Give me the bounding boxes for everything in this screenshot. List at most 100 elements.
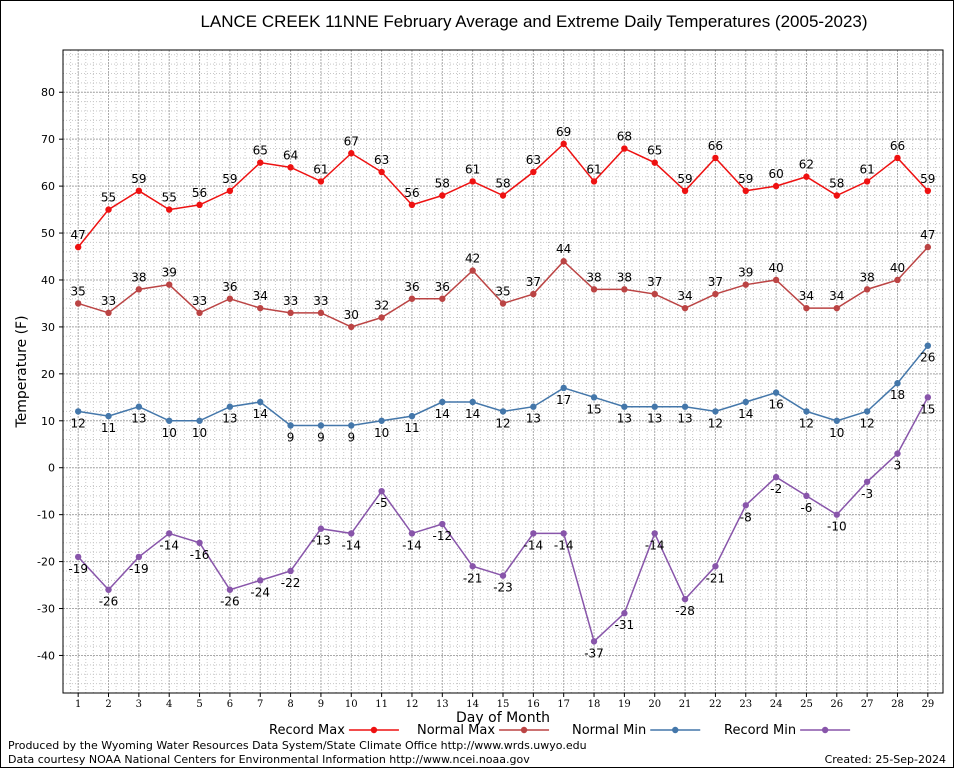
data-label-normal-min: 15 (586, 402, 601, 416)
data-label-normal-min: 13 (677, 412, 692, 426)
data-label-record-max: 59 (677, 172, 692, 186)
data-label-record-min: -26 (99, 595, 119, 609)
data-label-normal-max: 34 (829, 289, 844, 303)
data-point-record-min (469, 563, 476, 570)
data-label-normal-min: 17 (556, 393, 571, 407)
data-point-record-min (378, 487, 385, 495)
data-label-normal-max: 36 (404, 280, 419, 294)
data-point-record-min (651, 530, 658, 537)
data-label-normal-min: 18 (890, 388, 905, 402)
data-point-record-max (226, 187, 234, 195)
data-label-normal-max: 34 (799, 289, 814, 303)
data-label-normal-max: 40 (768, 261, 783, 275)
y-tick-label: 0 (48, 462, 55, 475)
legend-label-record-max: Record Max (269, 723, 345, 738)
data-point-normal-min (257, 398, 264, 406)
data-label-record-min: -16 (190, 548, 210, 562)
data-label-record-max: 59 (222, 172, 237, 186)
data-point-record-min (803, 492, 810, 500)
data-point-normal-min (772, 389, 780, 396)
data-point-record-max (924, 187, 932, 195)
data-point-record-max (530, 168, 537, 176)
data-point-normal-min (651, 403, 658, 410)
data-label-normal-max: 42 (465, 252, 480, 266)
y-tick-label: 80 (41, 86, 55, 99)
data-point-normal-max (530, 290, 537, 298)
data-label-normal-max: 33 (101, 294, 116, 308)
x-tick-label: 12 (406, 699, 419, 710)
x-tick-label: 20 (648, 699, 661, 710)
data-point-normal-max (499, 300, 507, 307)
data-point-record-max (408, 201, 416, 209)
data-label-record-max: 63 (374, 153, 389, 167)
data-point-normal-min (196, 417, 203, 424)
data-label-record-max: 59 (131, 172, 146, 186)
x-tick-label: 28 (891, 699, 904, 710)
data-label-normal-max: 34 (677, 289, 692, 303)
data-label-normal-min: 11 (101, 421, 116, 435)
data-label-normal-max: 37 (647, 275, 662, 289)
data-point-normal-max (894, 276, 901, 284)
data-label-normal-max: 33 (283, 294, 298, 308)
data-label-record-min: -28 (675, 604, 695, 618)
data-label-normal-max: 36 (222, 280, 237, 294)
x-tick-label: 3 (136, 699, 142, 710)
data-point-normal-min (317, 422, 325, 429)
data-label-record-min: -22 (281, 576, 301, 590)
data-label-record-min: -23 (493, 581, 513, 595)
data-label-normal-min: 16 (768, 398, 783, 412)
data-point-record-min (560, 530, 567, 537)
data-point-record-min (317, 525, 325, 532)
data-point-record-max (317, 178, 325, 185)
data-label-normal-min: 12 (708, 416, 723, 430)
footer-produced-by: Produced by the Wyoming Water Resources … (8, 739, 587, 752)
y-tick-label: 70 (41, 133, 55, 146)
data-point-record-max (772, 182, 780, 190)
data-label-normal-max: 35 (71, 284, 86, 298)
data-label-normal-max: 35 (495, 284, 510, 298)
data-label-normal-min: 12 (859, 416, 874, 430)
data-label-normal-min: 13 (131, 412, 146, 426)
data-point-record-min (712, 563, 719, 570)
data-point-normal-max (651, 290, 658, 298)
data-point-normal-min (166, 417, 173, 424)
data-point-record-max (439, 192, 446, 199)
data-point-record-min (257, 577, 264, 584)
data-label-normal-min: 12 (799, 416, 814, 430)
data-point-record-min (863, 478, 871, 485)
data-label-record-max: 55 (101, 191, 116, 205)
data-point-normal-max (681, 304, 689, 312)
data-label-record-max: 64 (283, 148, 298, 162)
data-point-normal-min (681, 403, 689, 410)
y-tick-label: 20 (41, 368, 55, 381)
x-tick-label: 19 (618, 699, 631, 710)
data-label-record-max: 56 (404, 186, 419, 200)
data-label-record-min: -2 (770, 482, 782, 496)
data-point-normal-max (348, 323, 355, 331)
x-tick-label: 23 (739, 699, 752, 710)
y-tick-label: 50 (41, 227, 55, 240)
data-point-record-max (712, 154, 719, 162)
x-tick-label: 14 (466, 699, 479, 710)
data-point-record-max (135, 187, 143, 195)
data-label-normal-min: 14 (465, 407, 480, 421)
data-point-normal-min (712, 408, 719, 415)
data-label-record-max: 61 (586, 162, 601, 176)
data-label-normal-min: 9 (287, 430, 295, 444)
data-label-normal-max: 38 (131, 270, 146, 284)
data-label-normal-max: 40 (890, 261, 905, 275)
footer-data-courtesy: Data courtesy NOAA National Centers for … (8, 753, 530, 766)
data-point-normal-max (196, 309, 203, 317)
data-point-normal-min (530, 403, 537, 410)
y-axis-label: Temperature (F) (14, 315, 30, 428)
x-tick-label: 9 (318, 699, 324, 710)
data-point-normal-max (439, 295, 446, 302)
x-tick-label: 29 (921, 699, 934, 710)
x-tick-label: 1 (75, 699, 81, 710)
legend-marker-normal-max (520, 726, 528, 734)
data-label-record-min: -24 (250, 585, 270, 599)
legend-label-normal-max: Normal Max (417, 723, 495, 738)
data-point-record-min (833, 511, 840, 518)
